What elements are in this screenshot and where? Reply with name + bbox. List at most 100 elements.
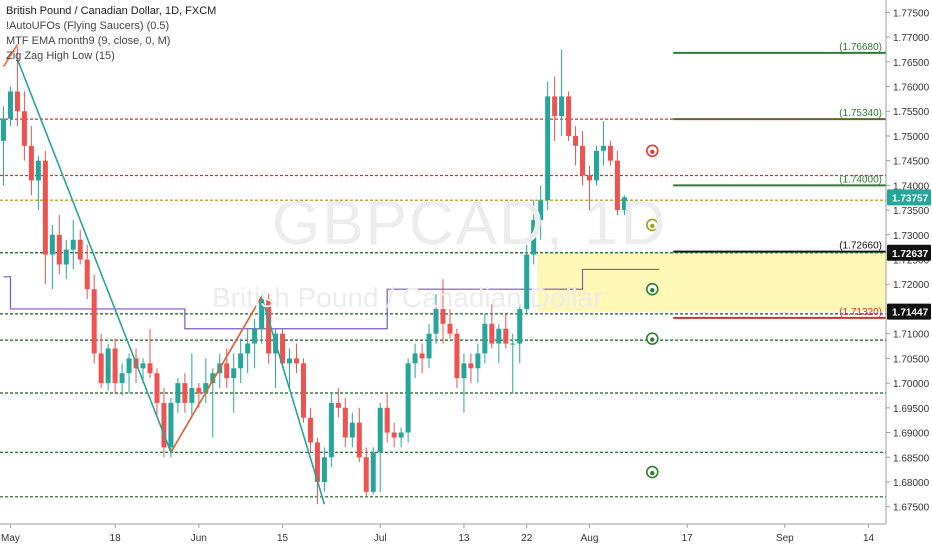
candle-body [517, 308, 523, 344]
indicator-label-ufos[interactable]: !AutoUFOs (Flying Saucers) (0.5) [6, 20, 170, 32]
candle [175, 378, 181, 413]
time-tick-label-6: 22 [521, 533, 533, 544]
candle-body [398, 432, 404, 438]
price-tag-label: 1.72637 [892, 249, 929, 260]
candle [468, 353, 474, 384]
price-tick-label-13: 1.74000 [893, 181, 930, 192]
candle-body [377, 407, 383, 453]
candle-body [300, 363, 306, 418]
candle [189, 353, 195, 418]
candle [280, 328, 286, 369]
candle-body [566, 96, 572, 136]
candle [559, 49, 565, 136]
time-tick-label-1: 18 [110, 533, 122, 544]
candle [370, 447, 376, 495]
zigzag-leg-line [170, 296, 263, 453]
time-tick-label-9: Sep [776, 533, 794, 544]
indicator-label-ema[interactable]: MTF EMA month9 (9, close, 0, M) [6, 35, 171, 47]
candle [335, 388, 341, 418]
candle [42, 150, 48, 285]
candle-body [196, 388, 202, 393]
candle-body [35, 160, 41, 181]
chart-title[interactable]: British Pound / Canadian Dollar, 1D, FXC… [6, 5, 217, 17]
candle [98, 333, 104, 389]
price-tick-label-16: 1.75500 [893, 107, 930, 118]
candle-body [489, 323, 495, 344]
candle [238, 338, 244, 384]
candle [426, 323, 432, 369]
candle-body [419, 353, 425, 359]
candle-body [600, 145, 606, 151]
price-tick-label-12: 1.73500 [893, 206, 930, 217]
level-label-2: (1.74000) [839, 174, 882, 185]
candle [21, 91, 27, 161]
time-axis[interactable]: May 18 Jun 15 Jul 13 22 Aug 17 Sep 14 [0, 523, 932, 550]
price-tag-bg [887, 303, 931, 320]
candle-body [259, 299, 265, 329]
candle [614, 150, 620, 216]
support-zone [537, 252, 886, 312]
ufo-marker-1 [645, 218, 659, 232]
candle [461, 353, 467, 413]
candle [231, 353, 237, 413]
candle-body [586, 175, 593, 181]
time-tick-label-5: 13 [458, 533, 470, 544]
candle [293, 343, 300, 374]
time-tick-label-3: 15 [277, 533, 289, 544]
candle [447, 308, 453, 339]
candle-body [573, 135, 579, 146]
ema-line-layer [3, 268, 660, 330]
price-tag-label: 1.71447 [892, 308, 929, 319]
time-axis-bg [0, 524, 932, 550]
candle-body [140, 363, 146, 369]
candle-body [266, 299, 272, 354]
candle [0, 106, 6, 186]
candle-body [280, 333, 286, 364]
candle-body [161, 402, 167, 448]
level-labels-layer: (1.76680) (1.75340) (1.74000) (1.72660) (1.7… [839, 42, 882, 318]
candle-body [84, 259, 90, 290]
price-tick-label-0: 1.67500 [893, 503, 930, 514]
candle [363, 447, 369, 497]
candle [545, 81, 551, 211]
zigzag-layer [2, 44, 326, 505]
candle [266, 294, 272, 364]
candle [621, 195, 627, 216]
ufo-marker-4 [645, 465, 659, 479]
candle-body [112, 348, 118, 384]
candle-body [433, 308, 439, 334]
candle [70, 219, 76, 270]
candle [440, 279, 446, 344]
ema-line [3, 268, 660, 330]
candle-body [77, 239, 83, 260]
price-tag-bg [887, 244, 931, 261]
candle-body [98, 353, 104, 384]
candle-body [7, 91, 13, 119]
ufo-dot [650, 223, 655, 229]
price-tick-label-19: 1.77000 [893, 33, 930, 44]
candle [35, 155, 41, 211]
candle [356, 407, 362, 463]
candle-body [545, 96, 551, 201]
candle [328, 393, 334, 468]
candle [573, 126, 579, 166]
candle-body [14, 91, 20, 112]
candle [531, 200, 537, 265]
candle-body [405, 363, 411, 433]
candle [321, 447, 327, 492]
time-tick-label-0: May [1, 533, 20, 544]
candle [398, 427, 404, 448]
candle-body [56, 234, 62, 265]
candle-body [28, 145, 34, 181]
time-tick-label-2: Jun [191, 533, 207, 544]
candle-body [370, 452, 376, 492]
candle-body [384, 407, 390, 433]
indicator-label-zigzag[interactable]: Zig Zag High Low (15) [6, 50, 115, 62]
candle-body [293, 358, 300, 364]
candle-body [175, 383, 181, 403]
candle [252, 318, 258, 369]
price-axis[interactable]: 1.67500 1.68000 1.68500 1.69000 1.69500 1.700… [885, 0, 932, 550]
candle [168, 397, 174, 458]
candle-body [91, 289, 97, 354]
